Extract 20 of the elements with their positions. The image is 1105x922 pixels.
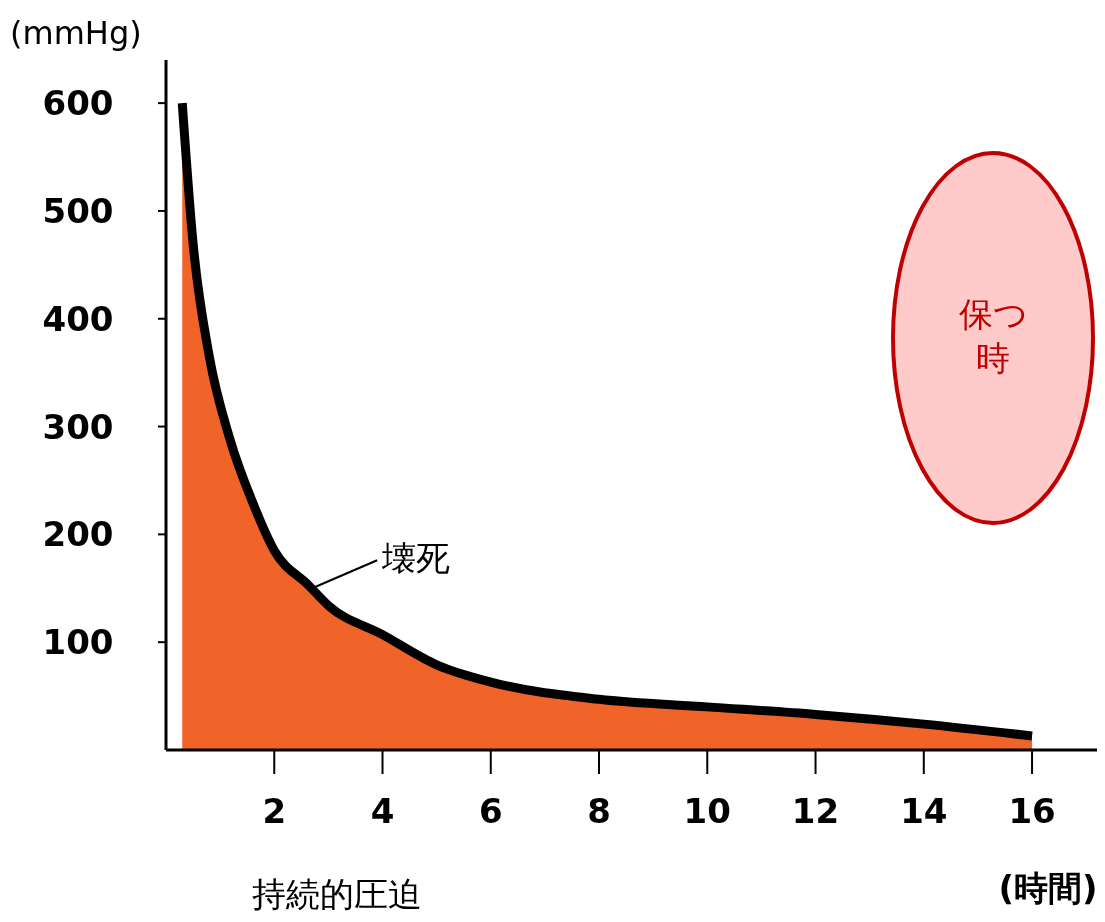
x-tick-label: 4 [370,791,395,831]
x-tick-label: 14 [900,791,948,831]
x-tick-label: 2 [262,791,287,831]
annotation: 時 [976,338,1010,378]
x-tick-label: 10 [683,791,731,831]
x-axis-title: (時間) [998,868,1098,908]
y-tick-label: 600 [42,83,114,124]
y-tick-label: 500 [42,190,114,231]
y-tick-label: 100 [42,622,114,663]
x-tick-label: 16 [1008,791,1056,831]
y-tick-label: 400 [42,298,114,339]
x-tick-label: 6 [478,791,503,831]
x-tick-label: 12 [791,791,840,831]
text: 持続的圧迫 [252,874,422,914]
y-tick-label: 300 [42,406,114,447]
y-axis-title: (mmHg) [10,14,142,52]
annotation: 壊死 [381,538,451,579]
annotation: 保つ [958,294,1028,334]
x-tick-label: 8 [587,791,611,831]
y-tick-label: 200 [42,514,114,555]
